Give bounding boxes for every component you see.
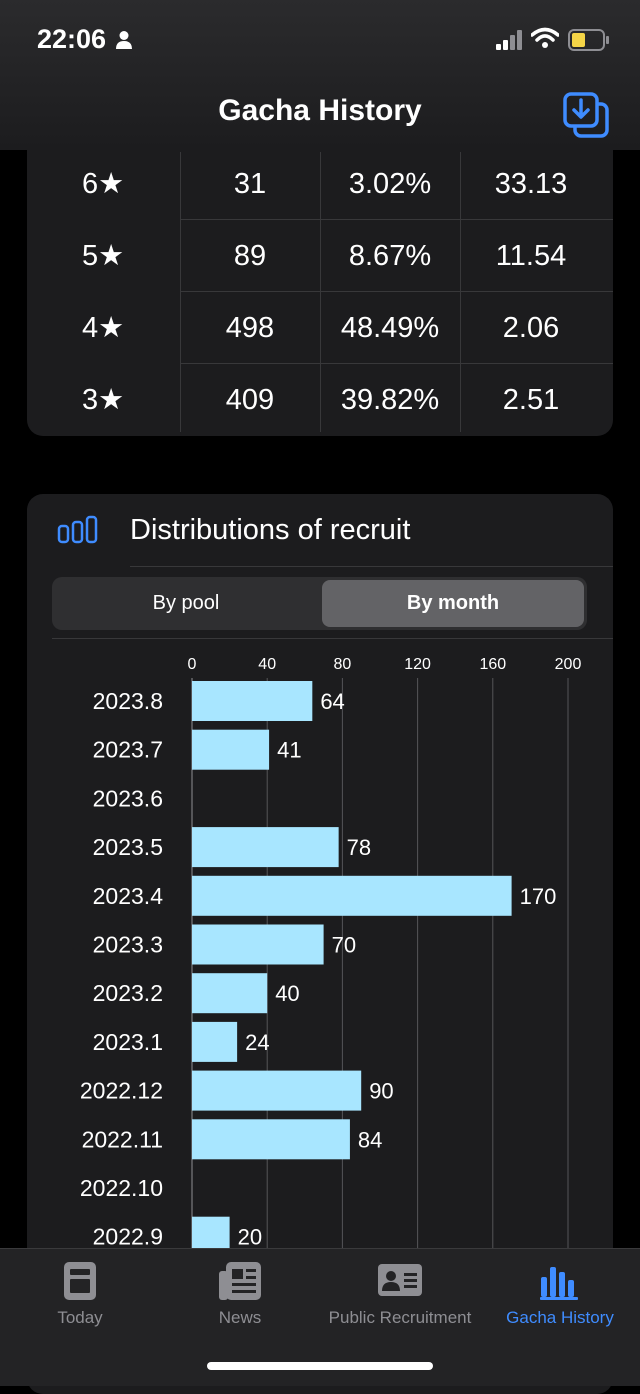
cellular-signal-icon (496, 30, 522, 50)
navigation-bar: 22:06 Gacha History (0, 0, 640, 150)
category-label: 2023.3 (93, 932, 163, 958)
percent-cell: 8.67% (348, 240, 432, 272)
percent-cell: 3.02% (348, 168, 432, 200)
x-tick-label: 40 (258, 656, 276, 673)
rarity-cell: 5★ (82, 240, 125, 272)
average-cell: 2.51 (502, 384, 560, 416)
category-label: 2022.9 (93, 1224, 163, 1250)
count-cell: 31 (233, 168, 267, 200)
rarity-table: 6★ 31 3.02% 33.13 5★ 89 8.67% 11.54 4★ 4… (27, 100, 613, 436)
table-row: 5★ 89 8.67% 11.54 (27, 220, 613, 292)
value-label: 40 (275, 981, 299, 1006)
value-label: 90 (369, 1079, 393, 1104)
page-title: Gacha History (218, 94, 422, 127)
value-label: 20 (238, 1225, 262, 1250)
distribution-title: Distributions of recruit (130, 514, 411, 546)
monthly-distribution-chart: 0 40 80 120 160 200 2023.8 64 2023.7 41 2023.6 2023… (80, 656, 582, 1254)
category-label: 2023.4 (93, 883, 164, 909)
wifi-icon (531, 27, 559, 48)
table-row: 3★ 409 39.82% 2.51 (27, 364, 613, 436)
column-divider (180, 152, 181, 432)
today-icon (64, 1262, 96, 1300)
value-label: 84 (358, 1127, 382, 1152)
tab-today[interactable]: Today (20, 1249, 140, 1339)
home-indicator (207, 1362, 433, 1370)
value-label: 41 (277, 738, 301, 763)
column-divider (460, 152, 461, 432)
value-label: 64 (320, 689, 344, 714)
percent-cell: 39.82% (340, 384, 440, 416)
category-label: 2023.2 (93, 980, 163, 1006)
segment-by-month[interactable]: By month (322, 580, 584, 627)
bar (192, 924, 324, 965)
category-label: 2022.10 (80, 1175, 163, 1201)
x-tick-label: 160 (479, 656, 506, 673)
bar (192, 827, 339, 868)
divider (52, 638, 613, 639)
bar (192, 729, 270, 770)
bar-chart-icon (540, 1267, 578, 1300)
category-label: 2023.1 (93, 1029, 163, 1055)
table-row: 4★ 498 48.49% 2.06 (27, 292, 613, 364)
count-cell: 89 (233, 240, 267, 272)
x-tick-label: 120 (404, 656, 431, 673)
id-card-icon (378, 1264, 422, 1296)
percent-cell: 48.49% (340, 312, 440, 344)
export-button[interactable] (561, 88, 611, 140)
tab-label: Gacha History (506, 1308, 614, 1327)
category-label: 2023.5 (93, 834, 163, 860)
bar (192, 875, 512, 916)
status-time: 22:06 (37, 24, 107, 54)
battery-icon (568, 29, 609, 51)
x-tick-label: 80 (334, 656, 352, 673)
category-label: 2022.12 (80, 1078, 163, 1104)
x-tick-label: 200 (555, 656, 582, 673)
bar (192, 1021, 238, 1062)
tab-label: Public Recruitment (328, 1308, 472, 1327)
value-label: 170 (520, 884, 557, 909)
rarity-cell: 3★ (82, 384, 125, 416)
row-divider (180, 219, 613, 220)
tab-label: Today (57, 1308, 103, 1327)
value-label: 24 (245, 1030, 269, 1055)
average-cell: 33.13 (494, 168, 568, 200)
count-cell: 409 (225, 384, 275, 416)
tab-news[interactable]: News (180, 1249, 300, 1339)
category-label: 2023.7 (93, 737, 163, 763)
tab-public-recruitment[interactable]: Public Recruitment (320, 1249, 480, 1339)
bar (192, 973, 268, 1014)
column-divider (320, 152, 321, 432)
tab-gacha-history[interactable]: Gacha History (498, 1249, 622, 1339)
category-label: 2022.11 (82, 1126, 163, 1152)
person-icon (116, 31, 132, 49)
divider (130, 566, 613, 567)
bar (192, 681, 313, 721)
distribution-card: Distributions of recruit By pool By mont… (27, 494, 613, 1394)
category-label: 2023.6 (93, 785, 163, 811)
table-row: 6★ 31 3.02% 33.13 (27, 148, 613, 220)
bar (192, 1216, 230, 1254)
bar (192, 1119, 350, 1160)
value-label: 70 (332, 933, 356, 958)
x-tick-label: 0 (188, 656, 197, 673)
value-label: 78 (347, 835, 371, 860)
category-label: 2023.8 (93, 688, 163, 714)
rarity-cell: 4★ (82, 312, 125, 344)
bar (192, 1070, 362, 1111)
average-cell: 11.54 (495, 240, 567, 272)
row-divider (180, 291, 613, 292)
news-icon (219, 1262, 261, 1300)
segment-by-pool[interactable]: By pool (152, 592, 220, 614)
count-cell: 498 (225, 312, 275, 344)
row-divider (180, 363, 613, 364)
rarity-cell: 6★ (82, 168, 125, 200)
grouping-segmented-control[interactable]: By pool By month (52, 577, 587, 630)
tab-label: News (218, 1308, 262, 1327)
bar-chart-icon (57, 515, 98, 544)
average-cell: 2.06 (502, 312, 560, 344)
